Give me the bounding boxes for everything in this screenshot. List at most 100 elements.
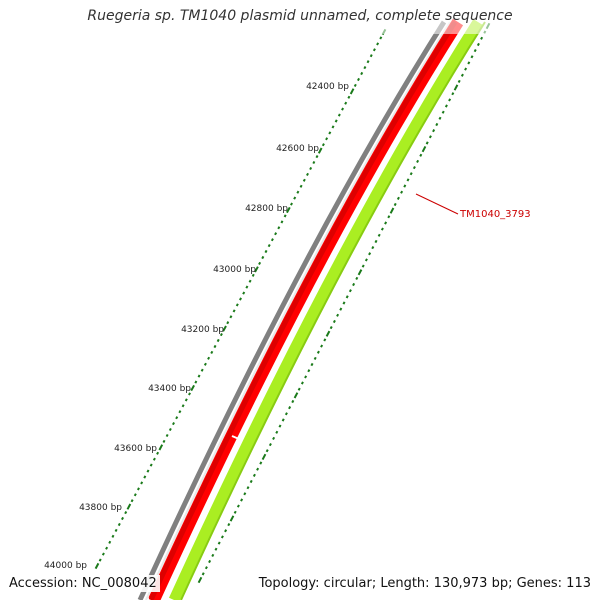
minor-tick bbox=[140, 481, 144, 485]
minor-tick bbox=[416, 159, 420, 163]
minor-tick bbox=[444, 104, 448, 108]
minor-tick bbox=[384, 221, 388, 225]
major-tick bbox=[293, 392, 299, 399]
minor-tick bbox=[203, 362, 207, 366]
minor-tick bbox=[188, 392, 191, 396]
minor-tick bbox=[328, 131, 332, 135]
minor-tick bbox=[217, 541, 221, 545]
major-tick bbox=[222, 325, 227, 332]
minor-tick bbox=[355, 276, 359, 280]
minor-tick bbox=[264, 249, 268, 254]
tick-label: 42600 bp bbox=[276, 144, 319, 154]
minor-tick bbox=[293, 196, 297, 200]
minor-tick bbox=[229, 315, 233, 319]
major-tick bbox=[254, 266, 259, 273]
minor-tick bbox=[371, 246, 375, 250]
minor-tick bbox=[208, 559, 212, 564]
minor-tick bbox=[184, 398, 188, 402]
minor-tick bbox=[246, 486, 250, 490]
minor-tick bbox=[265, 449, 269, 453]
minor-tick bbox=[403, 184, 407, 188]
major-tick bbox=[357, 269, 363, 276]
minor-tick bbox=[149, 463, 153, 467]
minor-tick bbox=[249, 479, 253, 484]
minor-tick bbox=[377, 233, 381, 237]
map-title: Ruegeria sp. TM1040 plasmid unnamed, com… bbox=[87, 8, 513, 24]
minor-tick bbox=[235, 303, 239, 307]
forward-gene-track bbox=[148, 18, 464, 600]
minor-tick bbox=[197, 374, 201, 378]
minor-tick bbox=[137, 487, 140, 491]
minor-tick bbox=[172, 422, 175, 426]
minor-tick bbox=[275, 430, 279, 434]
minor-tick bbox=[325, 137, 329, 141]
major-tick bbox=[453, 84, 459, 91]
minor-tick bbox=[312, 160, 316, 165]
minor-tick bbox=[105, 546, 109, 550]
minor-tick bbox=[220, 535, 224, 539]
minor-tick bbox=[232, 309, 236, 313]
minor-tick bbox=[337, 113, 341, 117]
major-tick bbox=[286, 206, 291, 214]
major-tick bbox=[261, 453, 267, 461]
minor-tick bbox=[387, 215, 391, 219]
minor-tick bbox=[270, 238, 274, 242]
minor-tick bbox=[364, 258, 368, 262]
minor-tick bbox=[290, 202, 293, 206]
minor-tick bbox=[321, 143, 325, 147]
tick-label: 43400 bp bbox=[148, 384, 191, 394]
minor-tick bbox=[339, 307, 343, 311]
minor-tick bbox=[400, 190, 404, 194]
minor-tick bbox=[470, 55, 474, 59]
major-tick bbox=[158, 444, 164, 451]
minor-tick bbox=[310, 362, 314, 367]
minor-tick bbox=[165, 433, 169, 438]
minor-tick bbox=[207, 356, 211, 360]
minor-tick bbox=[211, 553, 215, 557]
minor-tick bbox=[315, 155, 319, 159]
tick-label: 43000 bp bbox=[213, 265, 256, 275]
minor-tick bbox=[130, 499, 134, 503]
minor-tick bbox=[320, 344, 324, 348]
minor-tick bbox=[101, 552, 105, 556]
minor-tick bbox=[464, 67, 468, 71]
major-tick bbox=[94, 562, 100, 570]
minor-tick bbox=[251, 273, 255, 277]
minor-tick bbox=[214, 547, 218, 551]
minor-tick bbox=[307, 369, 311, 373]
minor-tick bbox=[342, 301, 346, 305]
minor-tick bbox=[108, 540, 112, 544]
minor-tick bbox=[406, 178, 410, 182]
minor-tick bbox=[316, 350, 320, 354]
reverse-gene-track bbox=[168, 19, 483, 600]
major-tick bbox=[190, 384, 195, 392]
minor-tick bbox=[224, 529, 228, 533]
minor-tick bbox=[344, 101, 348, 105]
minor-tick bbox=[361, 264, 365, 268]
minor-tick bbox=[380, 227, 384, 231]
major-tick bbox=[389, 207, 395, 214]
minor-tick bbox=[278, 424, 282, 428]
minor-tick bbox=[288, 406, 292, 410]
major-tick bbox=[317, 147, 323, 154]
minor-tick bbox=[306, 172, 309, 176]
minor-tick bbox=[435, 122, 439, 127]
topology-info-text: Topology: circular; Length: 130,973 bp; … bbox=[255, 575, 594, 592]
minor-tick bbox=[347, 95, 351, 99]
minor-tick bbox=[201, 572, 205, 576]
minor-tick bbox=[332, 319, 336, 324]
minor-tick bbox=[268, 443, 272, 447]
tick-labels: 42400 bp 42600 bp 42800 bp 43000 bp 4320… bbox=[44, 82, 349, 571]
tick-label: 43800 bp bbox=[79, 503, 122, 513]
inner-tick-marks bbox=[197, 22, 491, 584]
minor-tick bbox=[200, 368, 204, 372]
minor-tick bbox=[284, 412, 288, 416]
minor-tick bbox=[304, 375, 308, 379]
minor-tick bbox=[336, 313, 340, 317]
minor-tick bbox=[299, 184, 303, 188]
minor-tick bbox=[473, 49, 477, 53]
minor-tick bbox=[248, 279, 252, 283]
minor-tick bbox=[240, 498, 244, 502]
minor-tick bbox=[457, 79, 461, 83]
